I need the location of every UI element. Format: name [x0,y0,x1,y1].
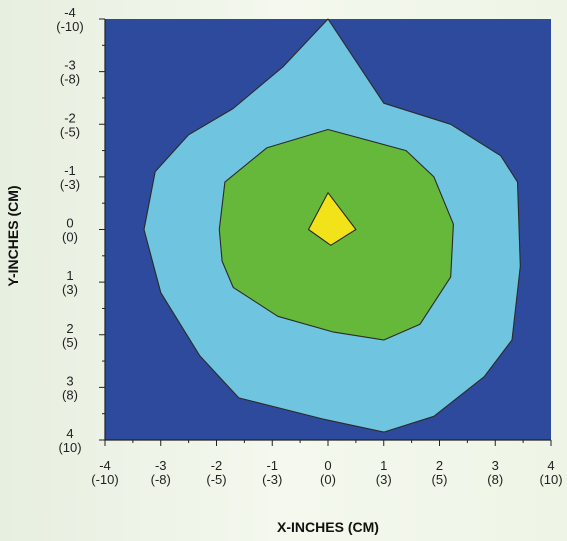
x-tick-sublabel: (0) [320,472,336,487]
x-tick-label: -4 [99,458,111,473]
y-tick-sublabel: (10) [58,440,81,455]
x-tick-label: 2 [436,458,443,473]
x-tick-label: -1 [266,458,278,473]
y-tick-label: -2 [64,110,76,125]
x-tick-sublabel: (-5) [206,472,226,487]
y-tick-sublabel: (-5) [60,124,80,139]
x-tick-label: -2 [211,458,223,473]
y-tick-label: 0 [66,216,73,231]
contour-region-level-3 [307,192,357,246]
x-tick-label: 3 [492,458,499,473]
y-tick-label: 3 [66,373,73,388]
y-axis-title: Y-INCHES (CM) [5,185,21,286]
y-tick-label: -4 [64,5,76,20]
y-tick-sublabel: (3) [62,282,78,297]
y-tick-label: 4 [66,426,73,441]
y-tick-label: -1 [64,163,76,178]
y-tick-label: 2 [66,321,73,336]
x-tick-sublabel: (-8) [151,472,171,487]
x-tick-label: 0 [324,458,331,473]
x-axis-title: X-INCHES (CM) [277,519,379,535]
y-tick-sublabel: (5) [62,335,78,350]
x-tick-sublabel: (5) [432,472,448,487]
y-tick-sublabel: (-3) [60,177,80,192]
y-tick-label: 1 [66,268,73,283]
x-tick-label: 4 [547,458,554,473]
tick-labels: -4(-10)-3(-8)-2(-5)-1(-3)0(0)1(3)2(5)3(8… [56,5,562,487]
y-tick-sublabel: (-8) [60,72,80,87]
x-tick-sublabel: (-10) [91,472,118,487]
axes [99,18,552,446]
y-tick-sublabel: (8) [62,387,78,402]
x-tick-label: 1 [380,458,387,473]
x-tick-sublabel: (-3) [262,472,282,487]
x-tick-sublabel: (10) [539,472,562,487]
x-tick-sublabel: (3) [376,472,392,487]
y-tick-sublabel: (-10) [56,19,83,34]
y-tick-sublabel: (0) [62,230,78,245]
x-tick-label: -3 [155,458,167,473]
x-tick-sublabel: (8) [487,472,503,487]
y-tick-label: -3 [64,58,76,73]
plot-area [105,18,551,440]
